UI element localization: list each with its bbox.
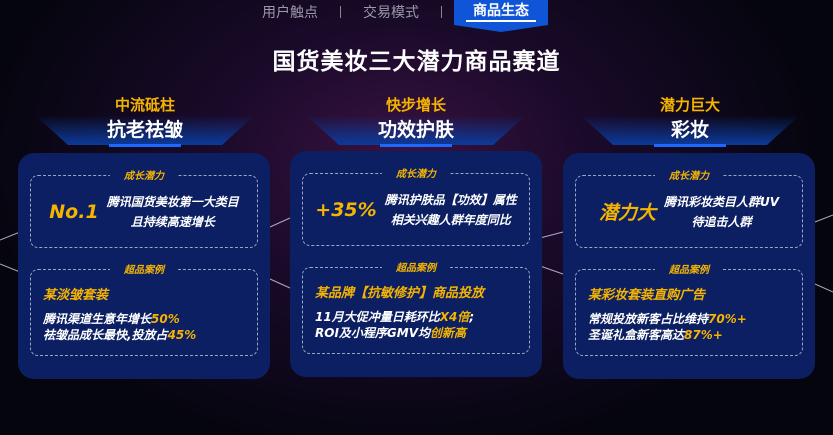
case-highlight: 87%+	[684, 328, 723, 342]
case-highlight: 45%	[167, 328, 197, 342]
tab-label: 商品生态	[473, 3, 529, 19]
column-header: 潜力巨大 彩妆	[590, 94, 790, 147]
growth-label: 成长潜力	[110, 167, 178, 182]
tab-trade-mode[interactable]: 交易模式	[363, 5, 419, 21]
growth-line: 且持续高速增长	[130, 214, 215, 229]
growth-label: 成长潜力	[382, 165, 450, 180]
column-title: 抗老祛皱	[45, 117, 245, 147]
case-line: 腾讯渠道生意年增长50%	[43, 311, 245, 327]
column-title-text: 功效护肤	[377, 119, 454, 141]
growth-box: 成长潜力 潜力大 腾讯彩妆类目人群UV 待追击人群	[575, 167, 803, 248]
case-line: 常规投放新客占比维持70%+	[588, 311, 790, 327]
growth-text: 腾讯国货美妆第一大类目 且持续高速增长	[107, 192, 239, 232]
column-title-text: 抗老祛皱	[106, 119, 183, 141]
case-highlight: 70%+	[708, 312, 747, 326]
growth-line: 相关兴趣人群年度同比	[390, 212, 511, 227]
growth-highlight: +35%	[315, 198, 377, 221]
case-text: ROI及小程序GMV均	[315, 326, 430, 340]
case-highlight: X4倍	[439, 310, 470, 324]
case-text: 祛皱品成长最快,投放占	[43, 328, 168, 342]
column-title-text: 彩妆	[670, 119, 709, 141]
case-box: 超品案例 某品牌【抗敏修护】商品投放 11月大促冲量日耗环比X4倍; ROI及小程…	[302, 259, 530, 354]
column-subtitle: 中流砥柱	[114, 96, 175, 114]
growth-box: 成长潜力 +35% 腾讯护肤品【功效】属性 相关兴趣人群年度同比	[302, 165, 530, 246]
column-subtitle: 快步增长	[385, 96, 446, 114]
case-line: 11月大促冲量日耗环比X4倍;	[315, 309, 517, 325]
case-box: 超品案例 某彩妆套装直购广告 常规投放新客占比维持70%+ 圣诞礼盒新客高达87%…	[575, 261, 803, 356]
case-text: 11月大促冲量日耗环比	[315, 310, 440, 324]
case-label: 超品案例	[382, 259, 450, 274]
growth-highlight: No.1	[49, 200, 99, 223]
category-card: 成长潜力 潜力大 腾讯彩妆类目人群UV 待追击人群 超品案例 某彩妆套装直购广告 …	[563, 153, 815, 379]
growth-text: 腾讯护肤品【功效】属性 相关兴趣人群年度同比	[385, 190, 517, 230]
tab-bar: 用户触点 交易模式 商品生态	[240, 0, 548, 32]
tab-user-touchpoints[interactable]: 用户触点	[262, 5, 318, 21]
growth-box: 成长潜力 No.1 腾讯国货美妆第一大类目 且持续高速增长	[30, 167, 258, 248]
case-box: 超品案例 某淡皱套装 腾讯渠道生意年增长50% 祛皱品成长最快,投放占45%	[30, 261, 258, 356]
column-title: 彩妆	[590, 117, 790, 147]
case-highlight: 50%	[151, 312, 180, 326]
case-line: ROI及小程序GMV均创新高	[315, 325, 517, 341]
case-line: 祛皱品成长最快,投放占45%	[43, 327, 245, 343]
tab-divider	[340, 6, 341, 18]
tab-divider	[441, 6, 442, 18]
case-text: 圣诞礼盒新客高达	[588, 328, 685, 342]
case-title: 某彩妆套装直购广告	[588, 288, 706, 303]
case-title: 某品牌【抗敏修护】商品投放	[315, 286, 485, 301]
category-card: 成长潜力 No.1 腾讯国货美妆第一大类目 且持续高速增长 超品案例 某淡皱套装 …	[18, 153, 270, 379]
case-label: 超品案例	[110, 261, 178, 276]
case-suffix: ;	[469, 310, 475, 324]
column-header: 中流砥柱 抗老祛皱	[45, 94, 245, 147]
growth-line: 腾讯彩妆类目人群UV	[663, 194, 780, 209]
growth-label: 成长潜力	[655, 167, 723, 182]
growth-highlight: 潜力大	[598, 202, 656, 224]
growth-line: 腾讯护肤品【功效】属性	[384, 192, 517, 207]
growth-line: 腾讯国货美妆第一大类目	[106, 194, 239, 209]
growth-line: 待追击人群	[691, 214, 752, 229]
growth-text: 腾讯彩妆类目人群UV 待追击人群	[664, 192, 779, 232]
column-title: 功效护肤	[316, 117, 516, 147]
column-header: 快步增长 功效护肤	[316, 94, 516, 147]
case-label: 超品案例	[655, 261, 723, 276]
case-title: 某淡皱套装	[43, 288, 109, 303]
case-line: 圣诞礼盒新客高达87%+	[588, 327, 790, 343]
page-title: 国货美妆三大潜力商品赛道	[272, 49, 561, 75]
category-card: 成长潜力 +35% 腾讯护肤品【功效】属性 相关兴趣人群年度同比 超品案例 某品牌…	[290, 151, 542, 377]
case-text: 腾讯渠道生意年增长	[43, 312, 152, 326]
column-subtitle: 潜力巨大	[659, 96, 720, 114]
title-underline	[109, 144, 181, 147]
case-highlight: 创新高	[430, 326, 467, 340]
title-underline	[654, 144, 726, 147]
title-underline	[380, 144, 452, 147]
case-text: 常规投放新客占比维持	[588, 312, 709, 326]
tab-product-ecosystem[interactable]: 商品生态	[454, 0, 548, 32]
active-underline	[466, 20, 536, 22]
